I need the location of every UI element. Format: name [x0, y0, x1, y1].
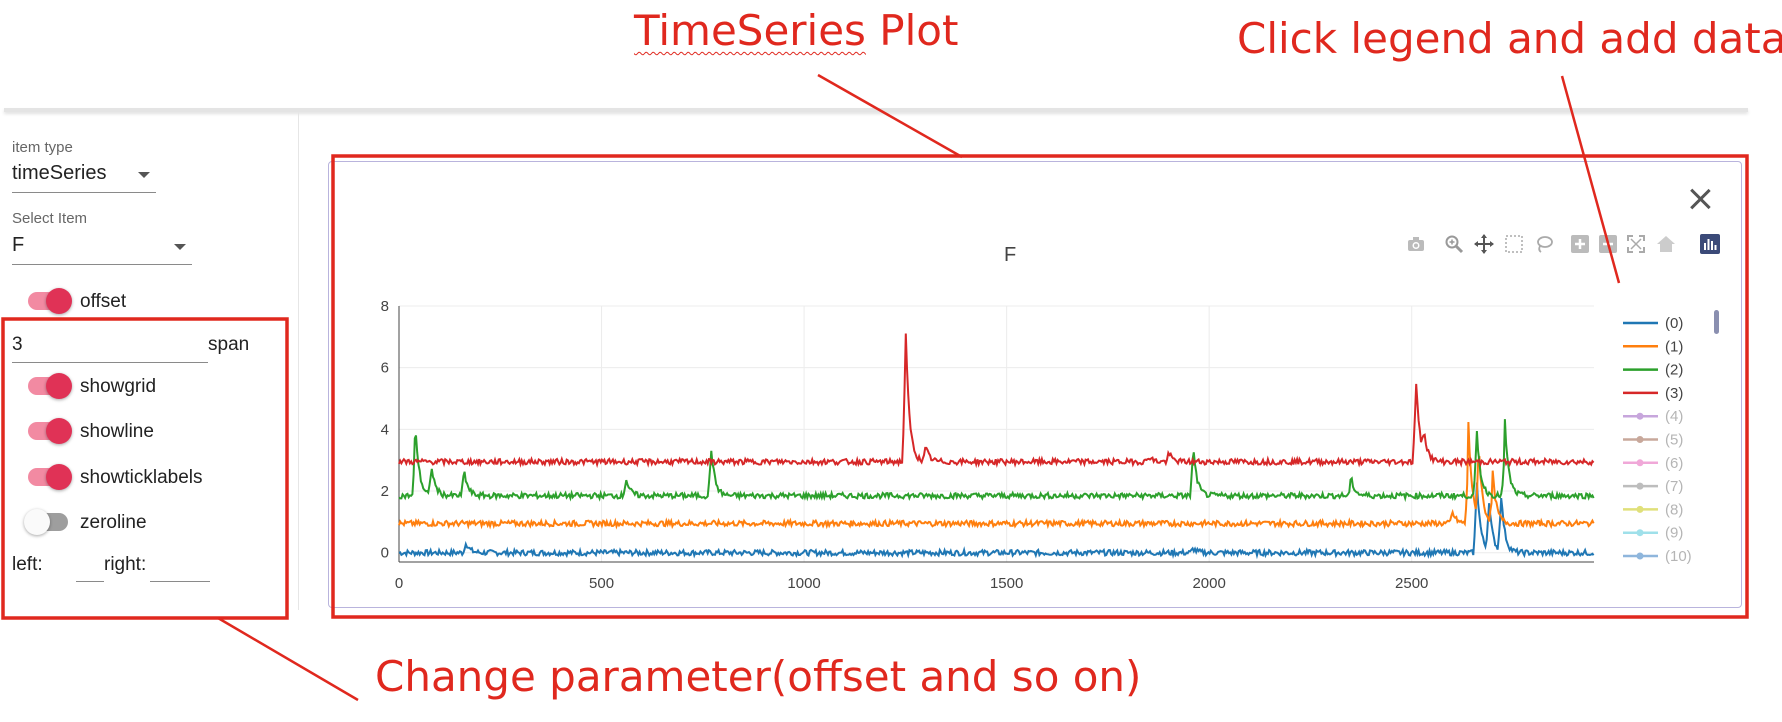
- legend-item[interactable]: (3): [1623, 385, 1683, 402]
- legend-item[interactable]: (7): [1623, 478, 1683, 495]
- x-tick-label: 500: [589, 575, 614, 592]
- legend-item[interactable]: (2): [1623, 362, 1683, 379]
- legend-item[interactable]: (5): [1623, 432, 1683, 449]
- legend-marker: [1636, 459, 1644, 467]
- item-type-select[interactable]: timeSeries: [12, 160, 156, 193]
- legend-scrollbar[interactable]: [1714, 310, 1719, 334]
- annotation-legend-hint: Click legend and add data: [1237, 14, 1782, 63]
- toggle-knob: [46, 288, 72, 314]
- x-tick-label: 0: [395, 575, 403, 592]
- annotation-plot-title: TimeSeries Plot: [634, 10, 958, 52]
- legend-item[interactable]: (9): [1623, 525, 1683, 542]
- select-item-select[interactable]: F: [12, 232, 192, 265]
- offset-toggle[interactable]: [28, 288, 72, 314]
- chevron-down-icon: [138, 172, 150, 178]
- legend-label: (5): [1665, 432, 1683, 449]
- legend-item[interactable]: (1): [1623, 338, 1683, 355]
- legend-marker: [1636, 505, 1644, 513]
- legend-marker: [1636, 412, 1644, 420]
- y-tick-label: 2: [381, 483, 389, 500]
- x-tick-label: 2000: [1192, 575, 1225, 592]
- legend-marker: [1636, 436, 1644, 443]
- y-tick-label: 6: [381, 360, 389, 377]
- x-tick-label: 2500: [1395, 575, 1428, 592]
- legend-item[interactable]: (8): [1623, 501, 1683, 518]
- y-tick-label: 8: [381, 298, 389, 315]
- legend-label: (10): [1665, 548, 1692, 565]
- sidebar-divider: [298, 112, 299, 610]
- legend-marker: [1636, 482, 1644, 490]
- legend-item[interactable]: (4): [1623, 408, 1683, 425]
- legend-label: (9): [1665, 525, 1683, 542]
- annotation-plot-title-b: Plot: [865, 6, 959, 55]
- annotation-plot-title-a: TimeSeries: [634, 6, 866, 55]
- series-line-3: [398, 333, 1595, 469]
- x-tick-label: 1000: [787, 575, 820, 592]
- offset-label: offset: [80, 291, 127, 312]
- legend-label: (2): [1665, 362, 1683, 379]
- legend-label: (1): [1665, 338, 1683, 355]
- legend-label: (6): [1665, 455, 1683, 472]
- legend-marker: [1636, 552, 1644, 560]
- legend-label: (0): [1665, 315, 1683, 332]
- legend-item[interactable]: (10): [1623, 548, 1692, 565]
- legend-label: (4): [1665, 408, 1683, 425]
- item-type-value: timeSeries: [12, 162, 107, 184]
- legend-item[interactable]: (6): [1623, 455, 1683, 472]
- legend-label: (3): [1665, 385, 1683, 402]
- x-tick-label: 1500: [990, 575, 1023, 592]
- select-item-value: F: [12, 234, 25, 256]
- y-tick-label: 4: [381, 421, 389, 438]
- legend-label: (7): [1665, 478, 1683, 495]
- legend-marker: [1636, 529, 1644, 537]
- legend-item[interactable]: (0): [1623, 315, 1683, 332]
- item-type-label: item type: [12, 139, 73, 156]
- select-item-label: Select Item: [12, 210, 88, 227]
- annotation-params-hint: Change parameter(offset and so on): [375, 652, 1142, 701]
- y-tick-label: 0: [381, 545, 389, 562]
- chevron-down-icon: [174, 244, 186, 250]
- legend-label: (8): [1665, 501, 1683, 518]
